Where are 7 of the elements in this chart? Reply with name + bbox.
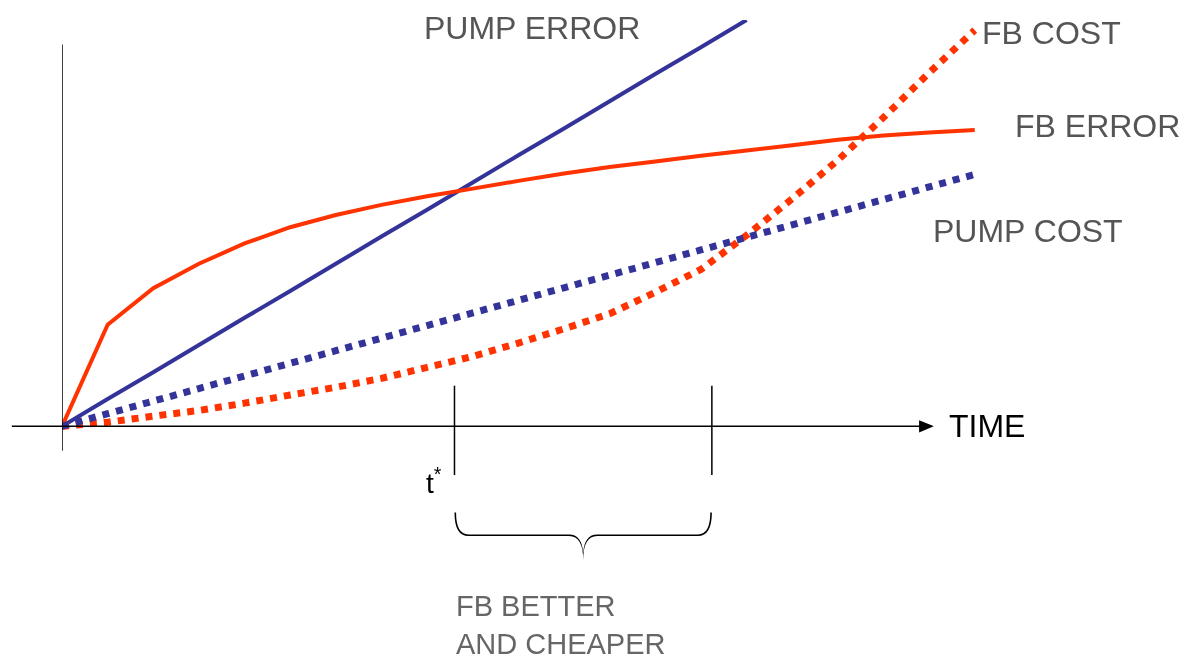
series-label: PUMP ERROR	[424, 10, 641, 46]
text: FB BETTER AND CHEAPER	[456, 590, 666, 660]
series-label: FB COST	[982, 15, 1121, 51]
x-axis-title: TIME	[949, 408, 1026, 444]
series-label: FB ERROR	[1015, 108, 1181, 144]
series-label: PUMP COST	[933, 213, 1123, 249]
text: t$^{*}$	[426, 463, 442, 499]
